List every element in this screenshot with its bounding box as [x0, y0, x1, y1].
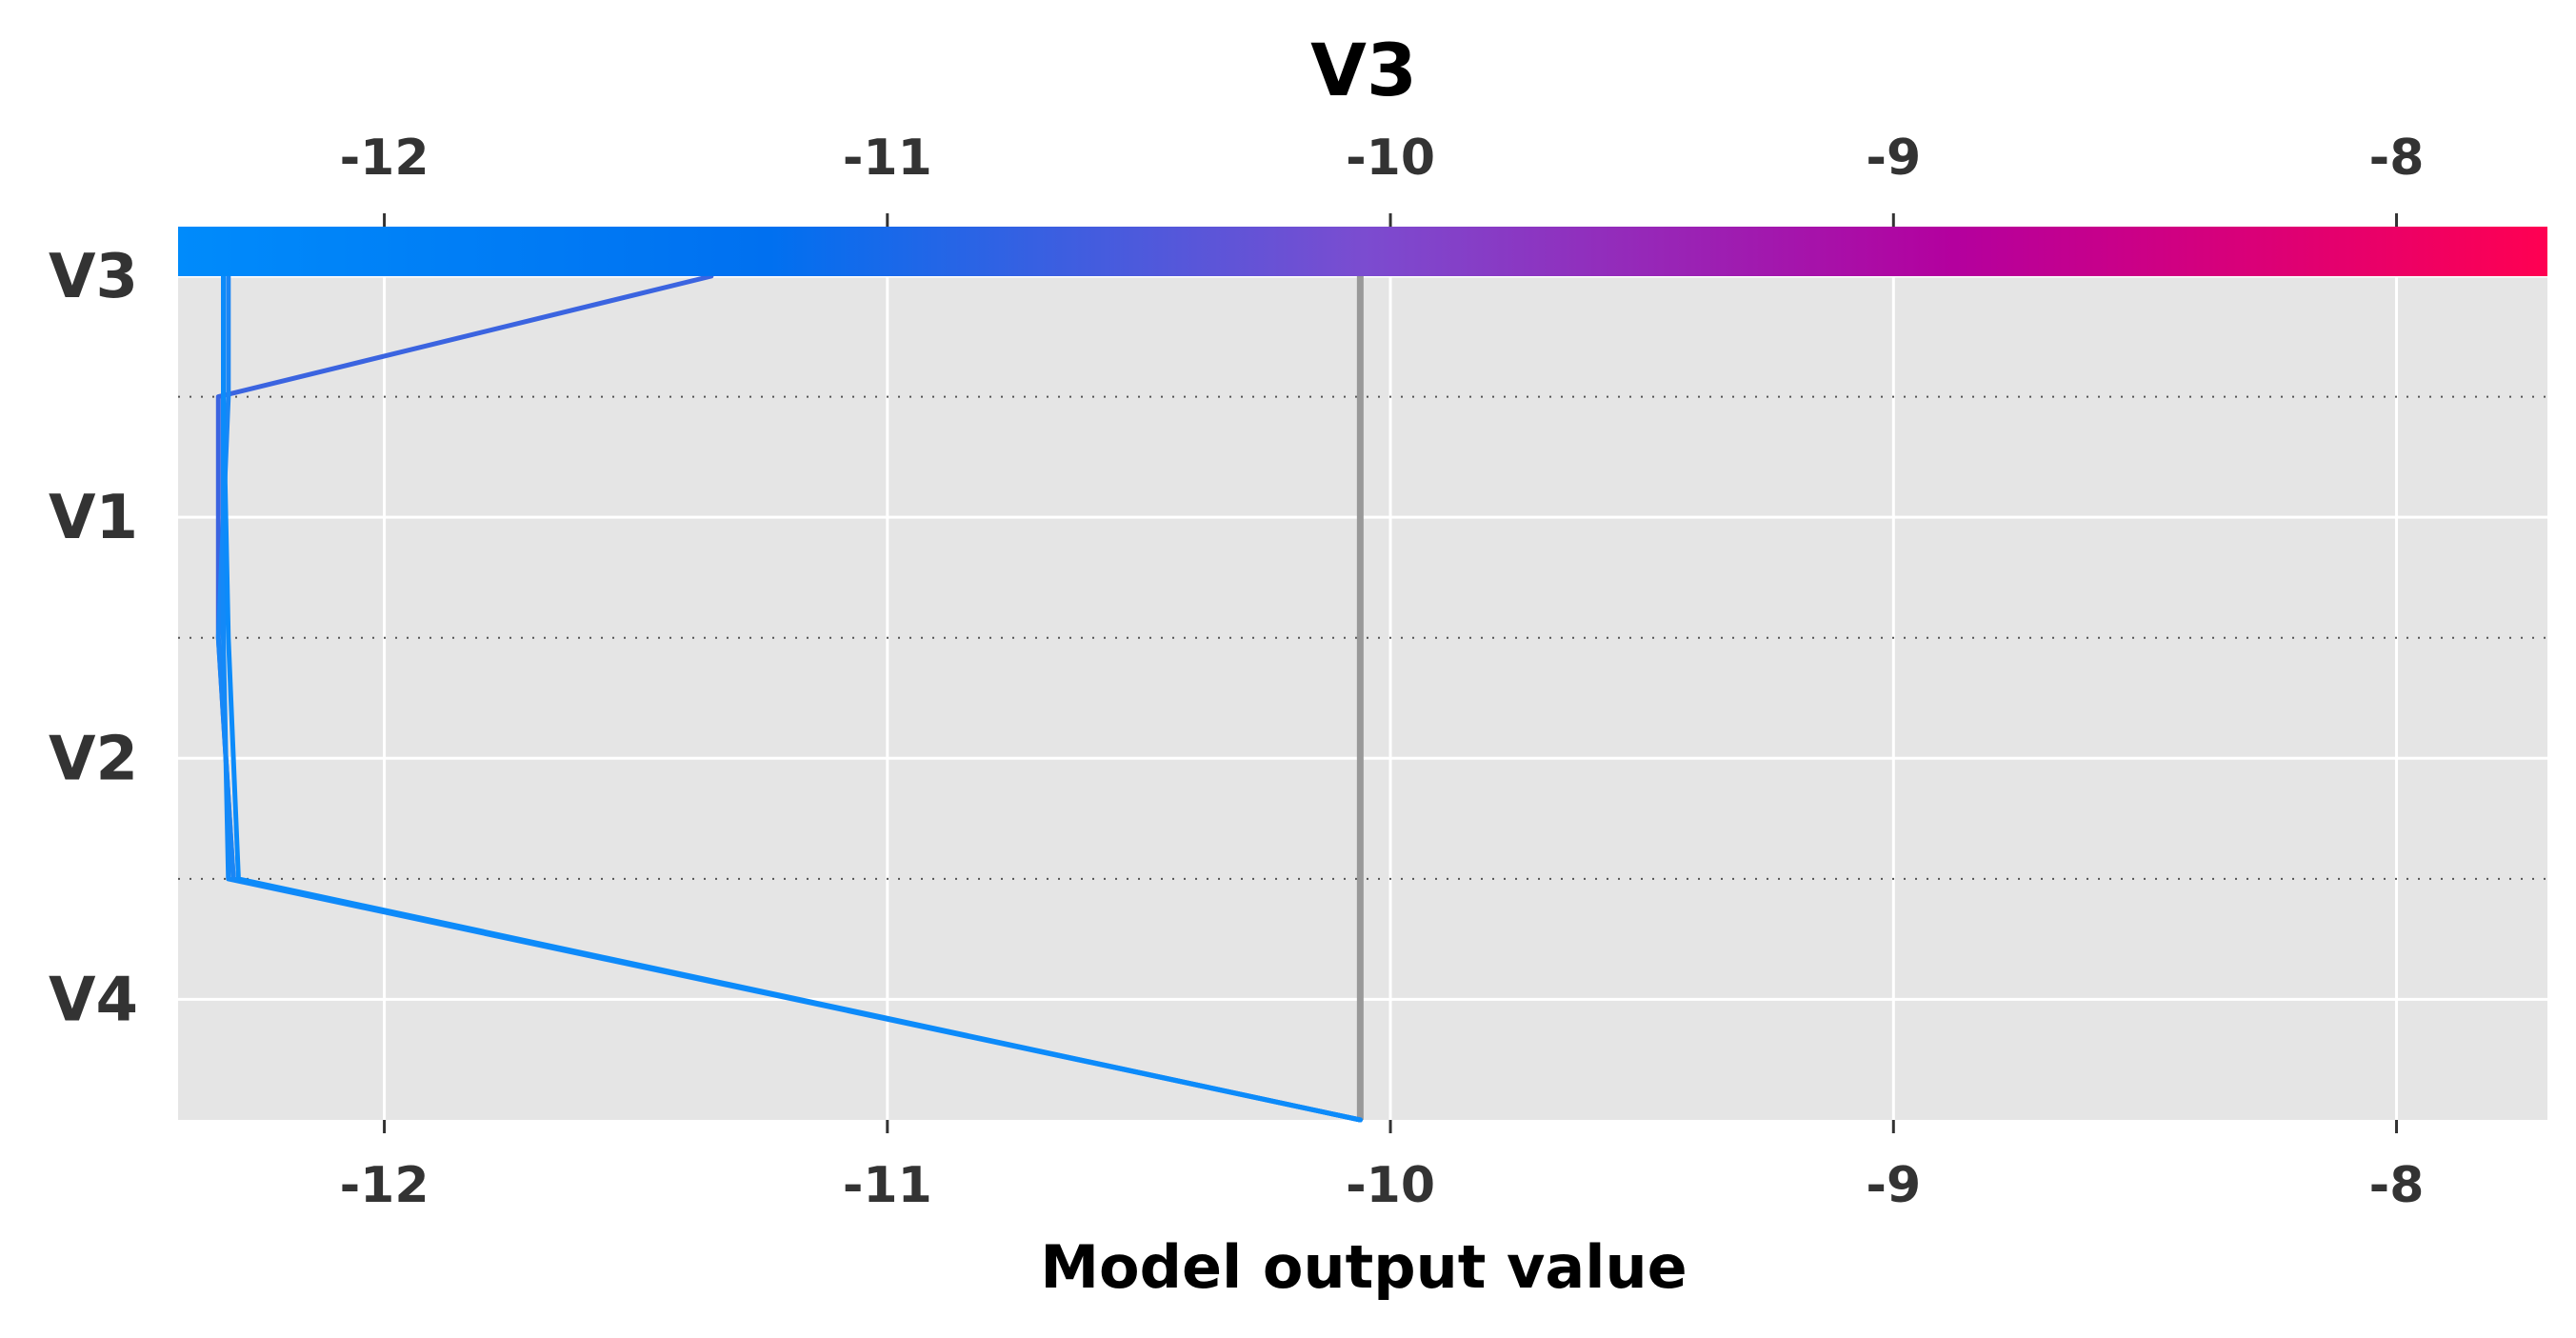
x-tick-label-top: -10 [1346, 130, 1435, 187]
x-tick-label-bottom: -8 [2369, 1157, 2425, 1214]
colorbar [178, 227, 2547, 276]
feature-label: V1 [49, 483, 138, 553]
x-tick-label-top: -9 [1866, 130, 1921, 187]
x-tick-label-bottom: -12 [340, 1157, 429, 1214]
feature-label: V4 [49, 965, 138, 1035]
x-tick-label-bottom: -9 [1866, 1157, 1921, 1214]
feature-label: V2 [49, 724, 138, 794]
x-tick-label-bottom: -11 [843, 1157, 932, 1214]
x-tick-label-bottom: -10 [1346, 1157, 1435, 1214]
x-tick-label-top: -12 [340, 130, 429, 187]
decision-line [221, 273, 1363, 1123]
chart-title: V3 [1310, 28, 1417, 112]
x-tick-label-top: -11 [843, 130, 932, 187]
x-tick-label-top: -8 [2369, 130, 2425, 187]
x-axis-label: Model output value [1040, 1232, 1687, 1302]
feature-label: V3 [49, 242, 138, 312]
